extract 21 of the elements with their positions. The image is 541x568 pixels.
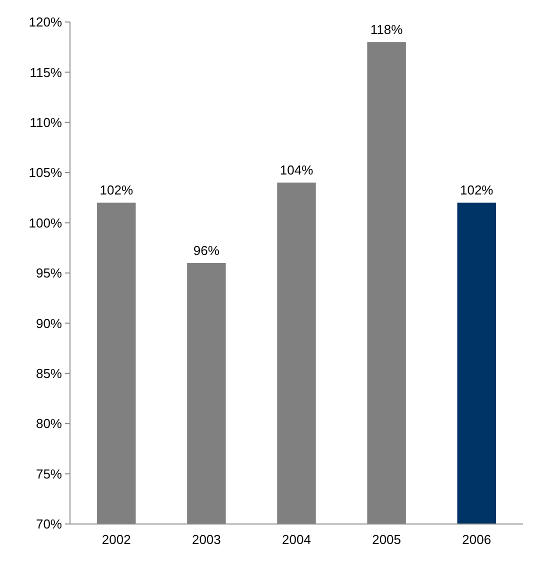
- y-tick-label: 70%: [36, 516, 62, 532]
- data-label: 102%: [460, 182, 494, 198]
- x-tick-label: 2004: [282, 532, 311, 547]
- y-tick-label: 115%: [30, 64, 62, 80]
- y-tick-label: 85%: [36, 366, 62, 381]
- data-label: 104%: [280, 162, 314, 178]
- y-tick-label: 95%: [36, 266, 62, 281]
- data-label: 102%: [100, 182, 134, 198]
- y-tick-label: 100%: [28, 215, 62, 230]
- data-label: 118%: [370, 22, 404, 38]
- y-tick-label: 120%: [28, 14, 62, 30]
- x-tick-label: 2006: [462, 532, 492, 547]
- x-tick-label: 2003: [192, 532, 221, 547]
- y-tick-label: 75%: [36, 466, 62, 482]
- y-tick-label: 90%: [36, 316, 62, 331]
- x-tick-label: 2005: [372, 532, 402, 547]
- y-tick-label: 110%: [30, 114, 62, 130]
- data-label: 96%: [193, 242, 220, 258]
- y-tick-label: 105%: [28, 165, 62, 180]
- y-tick-label: 80%: [36, 416, 62, 432]
- x-tick-label: 2002: [102, 532, 131, 547]
